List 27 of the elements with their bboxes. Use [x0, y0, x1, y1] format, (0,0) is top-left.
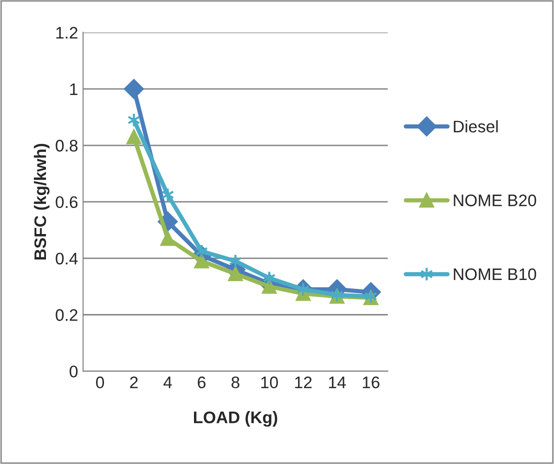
x-tick-label: 0 [96, 376, 104, 388]
y-tick-label: 1.2 [56, 26, 78, 39]
y-tick-label: 0 [70, 366, 78, 378]
point [126, 130, 142, 144]
y-tick-label: 0.8 [56, 140, 78, 152]
y-tick-label: 0.6 [56, 196, 78, 208]
x-tick-label: 14 [329, 376, 346, 388]
x-tick-label: 8 [232, 376, 240, 388]
x-tick-label: 4 [163, 376, 172, 388]
x-tick-label: 10 [261, 376, 278, 388]
x-tick-label: 12 [295, 376, 312, 388]
y-tick-label: 0.2 [56, 309, 78, 321]
point [160, 231, 176, 246]
point [124, 79, 144, 99]
x-tick-label: 16 [362, 376, 380, 388]
x-tick-label: 6 [198, 376, 206, 388]
y-axis-title: BSFC (kg/kwh) [34, 144, 50, 260]
point [161, 187, 174, 202]
x-axis-title: LOAD (Kg) [194, 411, 278, 427]
legend-label: NOME B10 [454, 268, 536, 280]
legend-label: Diesel [454, 120, 498, 132]
legend-label: NOME B20 [454, 194, 536, 206]
point [228, 266, 243, 282]
y-tick-label: 0.4 [56, 252, 78, 264]
point [194, 254, 209, 268]
y-tick-label: 1 [70, 84, 78, 95]
x-tick-label: 2 [130, 376, 138, 388]
